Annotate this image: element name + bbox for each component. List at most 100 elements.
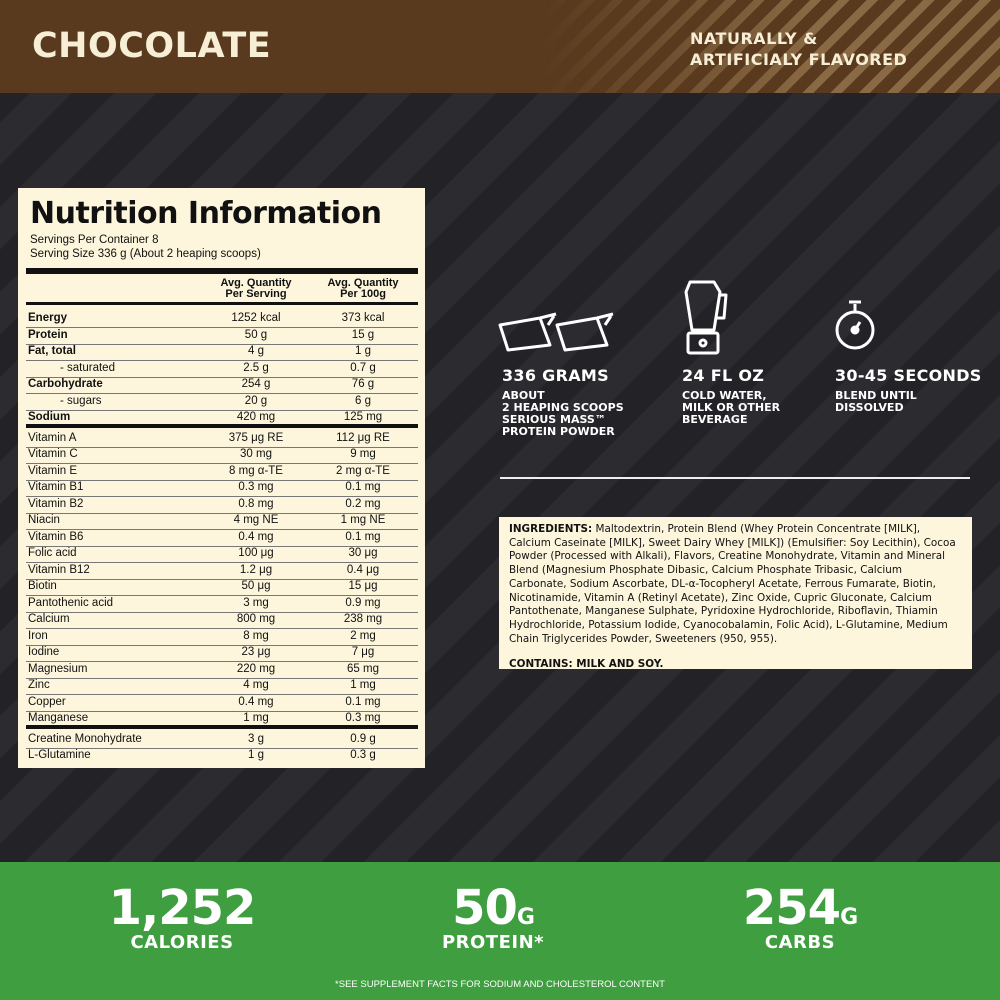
per-serving: 0.8 mg	[238, 497, 274, 510]
scoop-icon	[498, 312, 557, 352]
per-serving: 1 mg	[243, 712, 269, 724]
rule-thick	[26, 302, 418, 305]
per-100g: 0.9 mg	[345, 596, 381, 609]
rule-thick	[26, 423, 418, 428]
divider	[500, 477, 970, 479]
nutrient-name: Vitamin B1	[28, 481, 84, 493]
row-rule	[26, 611, 418, 613]
ingredients-box: INGREDIENTS: Maltodextrin, Protein Blend…	[499, 517, 972, 670]
nutrient-name: Niacin	[28, 514, 60, 526]
serving-size: Serving Size 336 g (About 2 heaping scoo…	[30, 248, 261, 260]
row-rule	[26, 393, 418, 394]
per-100g: 0.9 g	[350, 732, 376, 745]
per-100g: 2 mg α-TE	[336, 464, 390, 477]
servings-per-container: Servings Per Container 8	[30, 234, 159, 246]
column-header-line: Per Serving	[225, 288, 287, 300]
stat-unit: G	[516, 905, 535, 930]
row-rule	[26, 376, 418, 378]
per-100g: 6 g	[355, 394, 371, 407]
per-serving: 20 g	[244, 394, 268, 407]
header-stripes	[540, 0, 1000, 93]
per-100g: 1 mg NE	[340, 514, 386, 526]
per-100g: 65 mg	[347, 662, 379, 675]
stat-value: 50G	[373, 880, 613, 936]
usage-line: BEVERAGE	[682, 413, 748, 426]
usage-title: 24 FL OZ	[682, 366, 765, 385]
row-rule	[26, 496, 418, 497]
rule-thick	[26, 268, 418, 274]
nutrient-name: Iodine	[28, 646, 60, 658]
column-header-line: Avg. Quantity	[220, 277, 292, 289]
nutrient-name: Vitamin E	[28, 464, 78, 477]
per-100g: 1 g	[355, 345, 371, 357]
per-serving: 800 mg	[236, 613, 276, 625]
per-100g: 76 g	[351, 378, 375, 390]
nutrient-name: Manganese	[28, 712, 89, 724]
nutrient-name: Fat, total	[28, 345, 76, 357]
ingredients-label: INGREDIENTS:	[509, 523, 593, 535]
ingredients-text: INGREDIENTS: Maltodextrin, Protein Blend…	[509, 523, 962, 646]
per-serving: 0.4 mg	[238, 695, 274, 708]
nutrient-name: Creatine Monohydrate	[28, 732, 142, 745]
nutrition-panel: Nutrition Information Servings Per Conta…	[18, 188, 425, 768]
per-serving: 50 μg	[241, 580, 271, 592]
per-100g: 0.4 μg	[346, 563, 380, 576]
row-rule	[26, 446, 418, 448]
nutrient-name: Sodium	[28, 411, 71, 423]
per-serving: 3 mg	[243, 596, 269, 609]
nutrient-name: Protein	[28, 328, 68, 341]
row-rule	[26, 327, 418, 328]
per-100g: 15 μg	[348, 580, 378, 592]
per-100g: 7 μg	[351, 646, 375, 658]
nutrient-name: Zinc	[28, 679, 50, 691]
per-serving: 100 μg	[238, 547, 274, 559]
usage-line: MILK OR OTHER	[682, 401, 781, 414]
nutrient-name: Folic acid	[28, 547, 77, 559]
per-serving: 220 mg	[236, 662, 276, 675]
column-header-line: Per 100g	[340, 288, 386, 300]
stat-label: CALORIES	[130, 932, 234, 953]
per-serving: 4 g	[248, 345, 264, 357]
per-100g: 1 mg	[350, 679, 376, 691]
per-serving: 4 mg NE	[233, 514, 279, 526]
per-100g: 0.1 mg	[345, 695, 381, 708]
usage-line: DISSOLVED	[835, 401, 904, 414]
nutrient-name: Energy	[28, 312, 67, 324]
per-100g: 9 mg	[350, 448, 376, 460]
per-100g: 30 μg	[348, 547, 378, 559]
stat-number: 1,252	[108, 880, 257, 936]
per-serving: 3 g	[248, 732, 264, 745]
row-rule	[26, 661, 418, 662]
per-serving: 0.3 mg	[238, 481, 274, 493]
panel-title: Nutrition Information	[30, 196, 382, 231]
row-rule	[26, 545, 418, 547]
per-100g: 125 mg	[343, 411, 383, 423]
row-rule	[26, 529, 418, 530]
nutrient-name: Vitamin B12	[28, 563, 90, 576]
ingredients-list: Maltodextrin, Protein Blend (Whey Protei…	[509, 523, 956, 645]
flavor: CHOCOLATE	[32, 26, 272, 66]
per-serving: 254 g	[241, 378, 271, 390]
usage-line: COLD WATER,	[682, 389, 767, 402]
row-rule	[26, 479, 418, 481]
per-100g: 0.3 g	[350, 749, 376, 761]
column-header-line: Avg. Quantity	[327, 277, 399, 289]
row-rule	[26, 677, 418, 679]
usage-title: 30-45 SECONDS	[835, 366, 982, 385]
row-rule	[26, 628, 418, 629]
per-serving: 375 μg RE	[228, 431, 284, 444]
row-rule	[26, 595, 418, 596]
per-100g: 0.2 mg	[345, 497, 381, 510]
nutrient-name: Pantothenic acid	[28, 596, 114, 609]
usage-icons	[498, 280, 875, 355]
nutrient-name: Copper	[28, 695, 66, 708]
per-serving: 8 mg	[243, 629, 269, 642]
per-serving: 23 μg	[241, 646, 271, 658]
row-rule	[26, 694, 418, 695]
scoop-icon	[555, 312, 614, 352]
stat-number: 50	[452, 880, 518, 936]
usage-line: BLEND UNTIL	[835, 389, 917, 402]
column-header: Avg. Quantity Per 100g	[303, 278, 423, 300]
row-rule	[26, 644, 418, 646]
